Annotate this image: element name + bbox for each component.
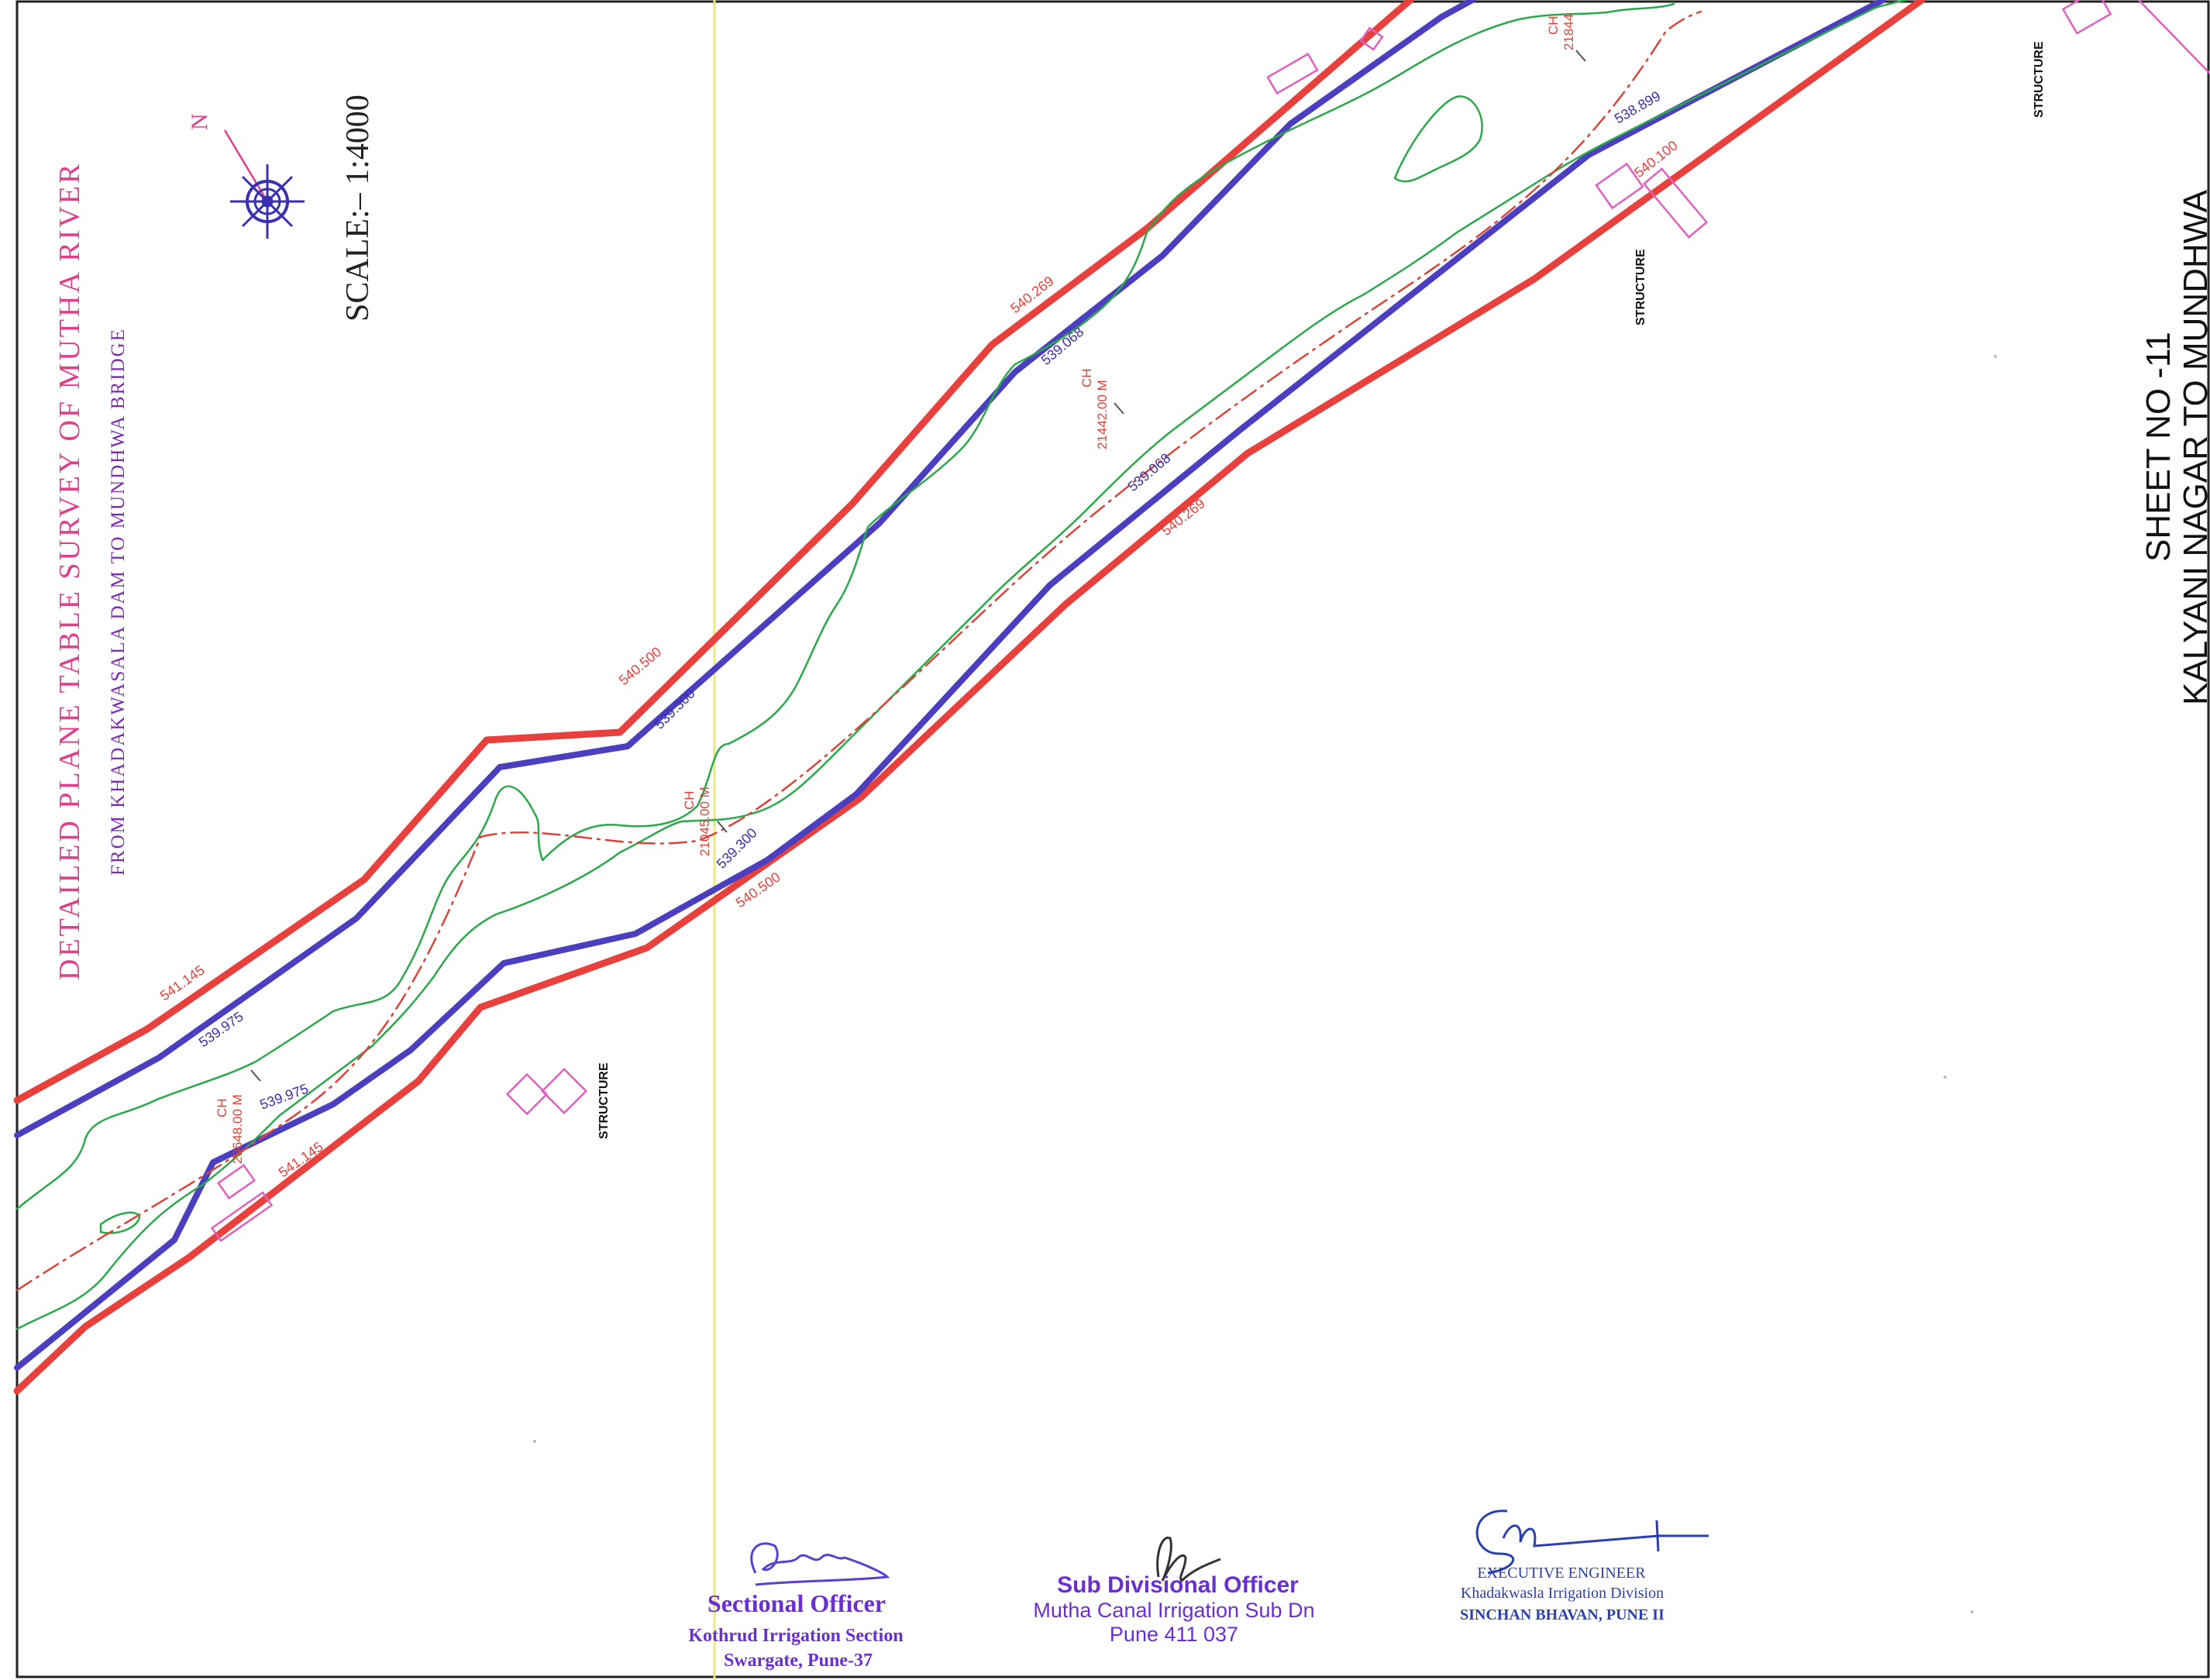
structure-outline xyxy=(216,1163,256,1200)
chainage-ticks xyxy=(250,50,1586,1082)
chainage-value: 21045.00 M xyxy=(697,787,712,856)
flood-line-top xyxy=(14,0,1475,1138)
sectional-officer-stamp: Sectional Officer Kothrud Irrigation Sec… xyxy=(688,1542,904,1671)
structure-label: STRUCTURE xyxy=(1634,249,1647,325)
chainage-labels: CH 20648.00 M CH 21045.00 M CH 21442.00 … xyxy=(215,14,1576,1164)
structure-boundary-line xyxy=(2138,0,2210,74)
bank-line-bottom xyxy=(13,0,1926,1395)
structure-outline xyxy=(1359,26,1384,51)
chainage-label: CH 21844 xyxy=(1546,14,1576,50)
chainage-label: CH 21442.00 M xyxy=(1079,368,1110,449)
sectional-officer-line2: Swargate, Pune-37 xyxy=(724,1651,873,1671)
structure-label: STRUCTURE xyxy=(2033,41,2046,118)
level-label: 541.145 xyxy=(157,962,208,1004)
north-label: N xyxy=(187,113,212,130)
executive-engineer-line2: SINCHAN BHAVAN, PUNE II xyxy=(1460,1606,1664,1623)
chainage-value: 21442.00 M xyxy=(1095,380,1110,449)
executive-engineer-signature xyxy=(1475,1510,1709,1575)
river-centre-line xyxy=(15,10,1702,1292)
survey-title: DETAILED PLANE TABLE SURVEY OF MUTHA RIV… xyxy=(53,162,86,980)
executive-engineer-title: EXECUTIVE ENGINEER xyxy=(1477,1565,1646,1582)
scan-specks xyxy=(533,355,1997,1613)
level-labels: 541.145 539.975 539.975 541.145 540.500 … xyxy=(157,88,1681,1181)
level-label: 539.975 xyxy=(258,1081,311,1113)
chainage-prefix: CH xyxy=(1546,15,1561,35)
bank-line-top xyxy=(13,0,1414,1104)
water-edge-bottom xyxy=(15,0,1908,1331)
chainage-label: CH 21045.00 M xyxy=(682,787,712,856)
chainage-prefix: CH xyxy=(215,1098,229,1117)
level-label: 540.500 xyxy=(616,644,665,688)
structures xyxy=(210,0,2210,1242)
survey-subtitle: FROM KHADAKWASALA DAM TO MUNDHWA BRIDGE xyxy=(108,328,129,876)
level-label: 540.269 xyxy=(1007,273,1057,316)
scale-label: SCALE:– 1:4000 xyxy=(340,95,376,322)
structure-outline xyxy=(1642,167,1709,239)
sheet-number: SHEET NO -11 xyxy=(2139,332,2177,562)
executive-engineer-line1: Khadakwasla Irrigation Division xyxy=(1461,1585,1664,1602)
chainage-prefix: CH xyxy=(682,790,697,810)
executive-engineer-stamp: EXECUTIVE ENGINEER Khadakwasla Irrigatio… xyxy=(1460,1510,1709,1623)
river xyxy=(13,0,1926,1395)
sub-divisional-officer-stamp: Sub Divisional Officer Mutha Canal Irrig… xyxy=(1033,1536,1315,1646)
sheet-stretch: KALYANI NAGAR TO MUNDHWA xyxy=(2177,189,2210,705)
structure-outline xyxy=(1266,52,1319,95)
sheet-border xyxy=(15,0,2210,1678)
chainage-label: CH 20648.00 M xyxy=(215,1094,245,1164)
sectional-officer-title: Sectional Officer xyxy=(707,1589,886,1617)
water-edge-top xyxy=(15,2,1675,1210)
structure-outline xyxy=(2061,0,2112,35)
sub-divisional-officer-signature xyxy=(1156,1536,1221,1583)
structure-outline xyxy=(505,1072,549,1116)
structure-outline xyxy=(210,1191,274,1242)
structure-label: STRUCTURE xyxy=(597,1062,611,1139)
structure-outline xyxy=(1595,162,1644,210)
north-arrow-icon: N xyxy=(187,113,305,239)
sub-divisional-officer-line2: Pune 411 037 xyxy=(1110,1623,1238,1646)
chainage-prefix: CH xyxy=(1079,368,1094,387)
sub-divisional-officer-title: Sub Divisional Officer xyxy=(1057,1572,1299,1598)
flood-line-bottom xyxy=(14,0,1886,1371)
structure-outline xyxy=(540,1067,588,1115)
river-island xyxy=(1393,95,1483,183)
chainage-value: 21844 xyxy=(1561,14,1576,50)
sectional-officer-signature xyxy=(750,1542,890,1586)
sub-divisional-officer-line1: Mutha Canal Irrigation Sub Dn xyxy=(1033,1599,1314,1622)
chainage-value: 20648.00 M xyxy=(230,1094,245,1164)
sectional-officer-line1: Kothrud Irrigation Section xyxy=(688,1626,903,1646)
river-islet-small xyxy=(99,1211,141,1234)
